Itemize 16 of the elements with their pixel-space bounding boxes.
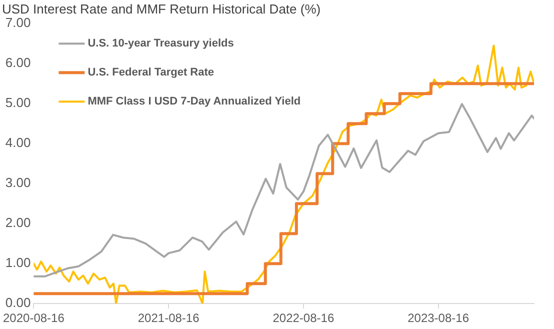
y-tick-label: 6.00 xyxy=(5,55,31,70)
x-tick-label: 2020-08-16 xyxy=(2,311,65,326)
y-tick-label: 3.00 xyxy=(5,175,31,190)
legend-label: U.S. 10-year Treasury yields xyxy=(88,38,234,50)
x-tick-label: 2023-08-16 xyxy=(408,311,470,326)
chart-title: USD Interest Rate and MMF Return Historical Date (%) xyxy=(2,1,321,16)
y-tick-label: 1.00 xyxy=(5,255,31,270)
y-tick-label: 5.00 xyxy=(5,95,31,110)
legend-label: MMF Class I USD 7-Day Annualized Yield xyxy=(88,96,301,108)
x-tick-label: 2022-08-16 xyxy=(272,311,334,326)
y-tick-label: 0.00 xyxy=(5,295,31,310)
legend-label: U.S. Federal Target Rate xyxy=(88,66,214,79)
x-tick-label: 2021-08-16 xyxy=(138,311,200,326)
y-tick-label: 2.00 xyxy=(5,215,31,230)
y-tick-label: 4.00 xyxy=(5,135,31,150)
y-tick-label: 7.00 xyxy=(5,15,31,30)
